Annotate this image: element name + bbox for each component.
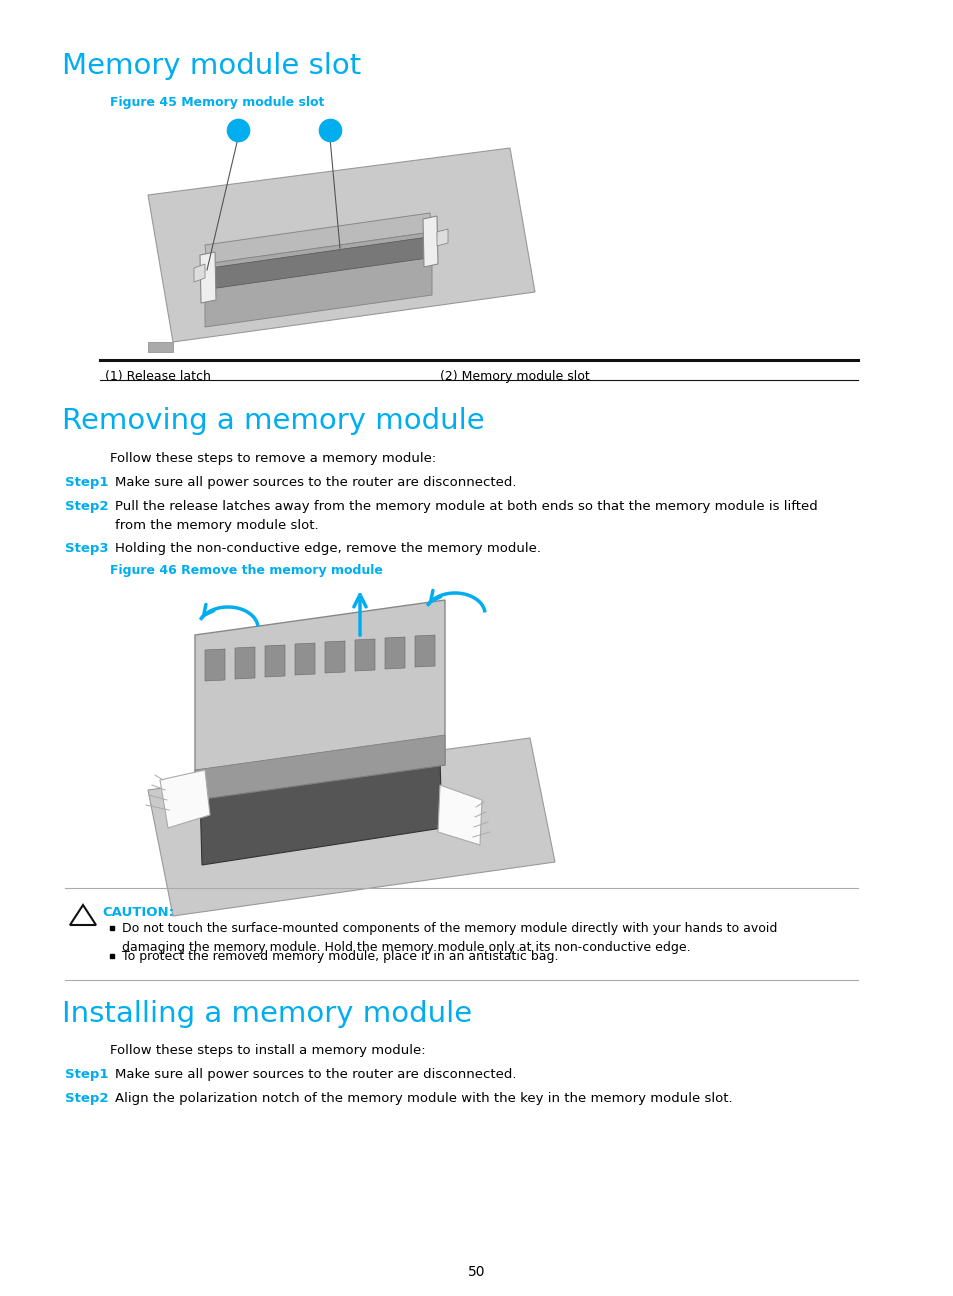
Text: Step2: Step2 [65, 1093, 109, 1105]
Text: (1) Release latch: (1) Release latch [105, 369, 211, 384]
Text: Installing a memory module: Installing a memory module [62, 1001, 472, 1028]
Text: Follow these steps to install a memory module:: Follow these steps to install a memory m… [110, 1045, 425, 1058]
Text: Make sure all power sources to the router are disconnected.: Make sure all power sources to the route… [115, 476, 516, 489]
Text: Pull the release latches away from the memory module at both ends so that the me: Pull the release latches away from the m… [115, 500, 817, 531]
Text: Step1: Step1 [65, 1068, 109, 1081]
Polygon shape [415, 635, 435, 667]
Polygon shape [160, 770, 210, 828]
Text: Memory module slot: Memory module slot [62, 52, 361, 80]
Text: Do not touch the surface-mounted components of the memory module directly with y: Do not touch the surface-mounted compone… [122, 921, 777, 954]
Polygon shape [436, 229, 448, 246]
Polygon shape [385, 638, 405, 669]
Polygon shape [200, 758, 441, 864]
Polygon shape [265, 645, 285, 677]
Text: 50: 50 [468, 1265, 485, 1279]
Polygon shape [148, 737, 555, 916]
Polygon shape [205, 649, 225, 680]
Text: Step3: Step3 [65, 542, 109, 555]
Polygon shape [422, 216, 437, 267]
Polygon shape [205, 232, 432, 327]
Polygon shape [194, 735, 444, 800]
Text: Step2: Step2 [65, 500, 109, 513]
Text: Figure 45 Memory module slot: Figure 45 Memory module slot [110, 96, 324, 109]
Polygon shape [234, 647, 254, 679]
Text: To protect the removed memory module, place it in an antistatic bag.: To protect the removed memory module, pl… [122, 950, 558, 963]
Text: Align the polarization notch of the memory module with the key in the memory mod: Align the polarization notch of the memo… [115, 1093, 732, 1105]
Polygon shape [200, 251, 215, 303]
Text: CAUTION:: CAUTION: [102, 906, 173, 919]
Polygon shape [210, 237, 428, 289]
Text: Removing a memory module: Removing a memory module [62, 407, 484, 435]
Polygon shape [194, 600, 444, 800]
Text: Follow these steps to remove a memory module:: Follow these steps to remove a memory mo… [110, 452, 436, 465]
Polygon shape [355, 639, 375, 671]
Text: Figure 46 Remove the memory module: Figure 46 Remove the memory module [110, 564, 382, 577]
Polygon shape [294, 643, 314, 675]
Text: Step1: Step1 [65, 476, 109, 489]
Polygon shape [70, 905, 96, 925]
Polygon shape [148, 148, 535, 342]
Polygon shape [148, 342, 172, 353]
Text: !: ! [81, 912, 85, 923]
Polygon shape [193, 264, 205, 283]
Text: (2) Memory module slot: (2) Memory module slot [439, 369, 589, 384]
Polygon shape [437, 785, 481, 845]
Text: Holding the non-conductive edge, remove the memory module.: Holding the non-conductive edge, remove … [115, 542, 540, 555]
Polygon shape [205, 213, 432, 264]
Text: Make sure all power sources to the router are disconnected.: Make sure all power sources to the route… [115, 1068, 516, 1081]
Polygon shape [325, 642, 345, 673]
